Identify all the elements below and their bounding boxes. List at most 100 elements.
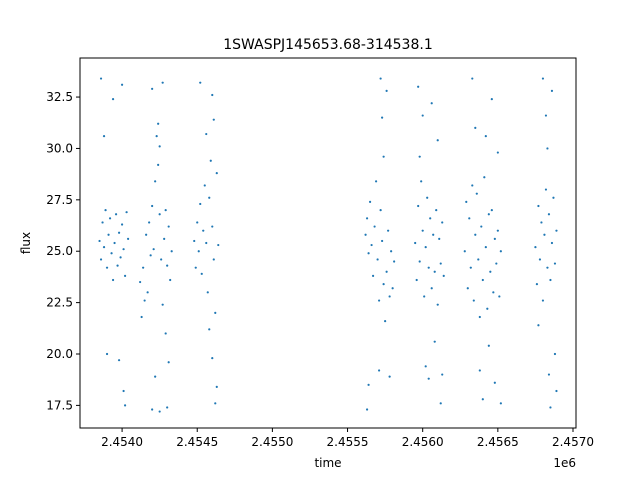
data-point [553, 262, 557, 265]
data-point [546, 266, 549, 269]
data-point [384, 320, 387, 323]
data-point [388, 375, 391, 378]
data-point [378, 299, 381, 302]
data-point [381, 116, 384, 119]
data-point [493, 381, 496, 384]
data-point [98, 239, 101, 243]
data-point [99, 77, 103, 80]
data-point [490, 98, 493, 101]
data-point [496, 229, 499, 232]
data-point [481, 398, 484, 401]
y-tick-label: 32.5 [46, 90, 73, 104]
data-point [535, 283, 539, 286]
data-point [158, 213, 161, 216]
data-point [200, 272, 203, 275]
data-point [170, 250, 173, 253]
data-point [199, 202, 202, 206]
data-point [541, 77, 545, 80]
data-point [140, 315, 143, 319]
data-point [379, 77, 382, 80]
data-point [152, 248, 155, 251]
data-point [212, 118, 215, 121]
data-point [487, 344, 490, 347]
x-tick-label: 2.4570 [552, 435, 594, 449]
data-point [483, 176, 486, 179]
data-point [123, 274, 127, 277]
data-point [537, 324, 540, 327]
data-point [111, 278, 115, 282]
data-point [474, 126, 477, 129]
data-point [496, 151, 499, 154]
data-point [167, 225, 170, 228]
y-axis-label: flux [19, 232, 33, 254]
data-point [151, 408, 154, 411]
data-point [481, 278, 484, 282]
data-point [555, 389, 558, 393]
data-point [387, 229, 390, 232]
data-point [544, 188, 548, 191]
data-point [196, 221, 199, 224]
x-axis-label: time [314, 456, 341, 470]
data-point [373, 225, 376, 228]
data-point [550, 241, 554, 245]
data-point [438, 237, 441, 240]
data-point [378, 369, 381, 372]
data-point [436, 139, 439, 142]
data-point [376, 258, 379, 261]
data-point [371, 274, 375, 277]
y-tick-label: 30.0 [46, 141, 73, 155]
data-point [546, 147, 549, 150]
data-point [385, 270, 388, 273]
data-point [119, 256, 122, 259]
x-tick-label: 2.4545 [176, 435, 218, 449]
data-point [120, 83, 124, 86]
data-point [555, 229, 558, 232]
data-point [120, 223, 124, 226]
x-tick-label: 2.4560 [402, 435, 444, 449]
data-point [430, 102, 433, 105]
data-point [468, 217, 471, 220]
data-point [475, 192, 478, 195]
data-point [534, 246, 537, 249]
y-tick-label: 27.5 [46, 193, 73, 207]
data-point [365, 408, 369, 411]
data-point [161, 303, 164, 306]
data-point [471, 77, 474, 80]
data-point [433, 340, 436, 343]
data-point [107, 233, 110, 236]
data-point [202, 229, 205, 232]
data-point [484, 246, 487, 249]
data-point [486, 307, 489, 310]
x-tick-label: 2.4555 [327, 435, 369, 449]
data-point [148, 221, 151, 224]
data-point [435, 209, 438, 212]
data-point [423, 295, 426, 298]
data-point [158, 410, 161, 413]
data-point [436, 303, 439, 306]
data-points [98, 77, 558, 413]
data-point [111, 98, 115, 101]
data-point [421, 229, 424, 232]
data-point [472, 299, 475, 302]
data-point [477, 258, 480, 261]
data-point [478, 369, 481, 372]
data-point [417, 85, 420, 88]
data-point [154, 180, 157, 183]
data-point [463, 250, 466, 253]
data-point [432, 233, 435, 236]
data-point [205, 241, 208, 245]
data-point [439, 402, 442, 405]
y-tick-label: 25.0 [46, 244, 73, 258]
data-point [433, 270, 436, 273]
data-point [490, 209, 493, 212]
data-point [365, 217, 369, 220]
x-tick-label: 2.4550 [251, 435, 293, 449]
data-point [113, 241, 116, 245]
data-point [370, 243, 373, 247]
data-point [427, 377, 430, 380]
data-point [214, 402, 217, 405]
data-point [116, 264, 119, 267]
data-point [193, 239, 196, 243]
data-point [203, 184, 206, 187]
data-point [102, 135, 106, 138]
